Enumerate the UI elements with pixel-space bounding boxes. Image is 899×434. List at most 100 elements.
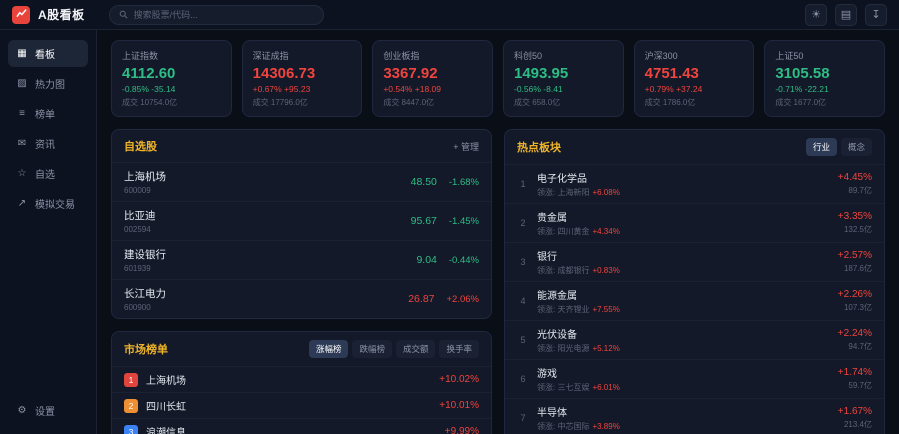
stock-change: +2.06% xyxy=(446,293,480,305)
index-change: +0.79% +37.24 xyxy=(644,84,703,94)
sector-row[interactable]: 2 贵金属 领涨: 四川黄金 +4.34% +3.35% 132.5亿 xyxy=(505,203,884,242)
watchlist-row[interactable]: 上海机场 600009 48.50 -1.68% xyxy=(112,162,491,201)
sector-row[interactable]: 5 光伏设备 领涨: 阳光电源 +5.12% +2.24% 94.7亿 xyxy=(505,320,884,359)
tab-turnover[interactable]: 成交额 xyxy=(395,340,436,358)
sidebar-item-news[interactable]: ✉ 资讯 xyxy=(8,130,88,157)
index-card-csi300[interactable]: 沪深300 4751.43 +0.79% +37.24 成交 1786.0亿 xyxy=(633,40,755,117)
sector-row[interactable]: 7 半导体 领涨: 中芯国际 +3.89% +1.67% 213.4亿 xyxy=(505,398,884,434)
sidebar-item-dashboard[interactable]: ▦ 看板 xyxy=(8,40,88,67)
sidebar-item-label: 设置 xyxy=(35,407,55,418)
sector-row[interactable]: 1 电子化学品 领涨: 上海新阳 +6.08% +4.45% 89.7亿 xyxy=(505,164,884,203)
stock-name: 建设银行 xyxy=(124,249,166,261)
sectors-panel: 热点板块 行业 概念 1 电子化学品 领涨: 上海新阳 +6.08% +4.45%… xyxy=(504,129,885,434)
search-input[interactable] xyxy=(133,9,314,20)
panel-title: 自选股 xyxy=(124,141,157,153)
sidebar-item-rankings[interactable]: ≡ 榜单 xyxy=(8,100,88,127)
watchlist-row[interactable]: 长江电力 600900 26.87 +2.06% xyxy=(112,279,491,318)
toggle-industry[interactable]: 行业 xyxy=(805,138,837,156)
stock-name: 上海机场 xyxy=(146,376,186,387)
sidebar-item-label: 自选 xyxy=(35,170,55,181)
index-name: 创业板指 xyxy=(383,51,420,61)
watchlist-panel: 自选股 + 管理 上海机场 600009 48.50 -1.68% 比亚迪 xyxy=(111,129,492,319)
search-box[interactable] xyxy=(108,4,324,25)
rank-badge: 1 xyxy=(124,372,138,387)
sector-row[interactable]: 4 能源金属 领涨: 天齐锂业 +7.55% +2.26% 107.3亿 xyxy=(505,281,884,320)
sector-leader: 领涨: 成都银行 +0.83% xyxy=(537,266,620,275)
sector-rank: 2 xyxy=(520,218,526,228)
sector-volume: 132.5亿 xyxy=(843,225,872,234)
sectors-header: 热点板块 行业 概念 xyxy=(505,130,884,164)
sector-leader: 领涨: 四川黄金 +4.34% xyxy=(537,227,620,236)
app-title: A股看板 xyxy=(38,8,85,22)
rankings-tabs: 涨幅榜 跌幅榜 成交额 换手率 xyxy=(308,340,479,358)
content-columns: 自选股 + 管理 上海机场 600009 48.50 -1.68% 比亚迪 xyxy=(111,129,885,434)
sector-volume: 89.7亿 xyxy=(848,186,872,195)
index-card-chinext[interactable]: 创业板指 3367.92 +0.54% +18.09 成交 8447.0亿 xyxy=(372,40,493,117)
right-column: 热点板块 行业 概念 1 电子化学品 领涨: 上海新阳 +6.08% +4.45%… xyxy=(504,129,885,434)
sidebar-item-label: 热力图 xyxy=(35,80,65,91)
sector-rank: 7 xyxy=(520,413,526,423)
watchlist-row[interactable]: 建设银行 601939 9.04 -0.44% xyxy=(112,240,491,279)
tab-gainers[interactable]: 涨幅榜 xyxy=(308,340,349,358)
sector-volume: 107.3亿 xyxy=(843,303,872,312)
layout-button[interactable]: ▤ xyxy=(835,3,857,26)
leader-change: +0.83% xyxy=(592,266,620,275)
topbar: A股看板 ☀ ▤ ↧ xyxy=(0,0,899,30)
index-change: +0.67% +95.23 xyxy=(252,84,311,94)
sector-change: +2.57% xyxy=(837,250,872,261)
stock-change: +10.02% xyxy=(439,374,479,385)
star-icon: ☆ xyxy=(17,168,27,179)
theme-toggle-button[interactable]: ☀ xyxy=(805,3,827,26)
tab-turnrate[interactable]: 换手率 xyxy=(439,340,479,358)
sector-row[interactable]: 3 银行 领涨: 成都银行 +0.83% +2.57% 187.6亿 xyxy=(505,242,884,281)
manage-watchlist-button[interactable]: + 管理 xyxy=(453,141,479,152)
ranking-row[interactable]: 1 上海机场 +10.02% xyxy=(112,366,491,392)
heatmap-icon: ▨ xyxy=(17,78,27,89)
rank-badge: 2 xyxy=(124,398,138,413)
sidebar: ▦ 看板 ▨ 热力图 ≡ 榜单 ✉ 资讯 ☆ 自选 ↗ 模拟交易 ⚙ 设置 xyxy=(0,30,97,434)
stock-change: -0.44% xyxy=(448,254,479,266)
sidebar-item-label: 看板 xyxy=(35,50,55,61)
sector-row[interactable]: 6 游戏 领涨: 三七互娱 +6.01% +1.74% 59.7亿 xyxy=(505,359,884,398)
sidebar-item-watchlist[interactable]: ☆ 自选 xyxy=(8,160,88,187)
sector-change: +3.35% xyxy=(837,211,872,222)
sector-change: +1.74% xyxy=(837,367,872,378)
leader-change: +3.89% xyxy=(592,422,620,431)
sector-rank: 6 xyxy=(520,374,526,384)
stock-change: -1.45% xyxy=(448,215,479,227)
sector-volume: 213.4亿 xyxy=(843,420,872,429)
sector-volume: 94.7亿 xyxy=(848,342,872,351)
ranking-row[interactable]: 2 四川长虹 +10.01% xyxy=(112,392,491,418)
sectors-toggles: 行业 概念 xyxy=(805,138,872,156)
sector-name: 半导体 xyxy=(537,408,567,419)
index-card-star50[interactable]: 科创50 1493.95 -0.56% -8.41 成交 658.0亿 xyxy=(502,40,624,117)
index-card-szse[interactable]: 深证成指 14306.73 +0.67% +95.23 成交 17796.0亿 xyxy=(241,40,363,117)
export-button[interactable]: ↧ xyxy=(865,3,887,26)
sidebar-item-sim-trading[interactable]: ↗ 模拟交易 xyxy=(8,190,88,217)
sidebar-item-label: 榜单 xyxy=(35,110,55,121)
index-card-sse[interactable]: 上证指数 4112.60 -0.85% -35.14 成交 10754.0亿 xyxy=(111,40,232,117)
stock-code: 600900 xyxy=(124,303,151,312)
index-value: 4112.60 xyxy=(122,65,176,82)
sector-name: 游戏 xyxy=(537,369,557,380)
sidebar-item-label: 模拟交易 xyxy=(35,200,75,211)
sector-name: 电子化学品 xyxy=(537,174,587,185)
index-name: 深证成指 xyxy=(252,51,289,61)
sidebar-item-settings[interactable]: ⚙ 设置 xyxy=(8,397,88,424)
index-change: -0.56% -8.41 xyxy=(513,84,563,94)
toggle-concept[interactable]: 概念 xyxy=(840,138,872,156)
sun-icon: ☀ xyxy=(811,9,821,21)
sector-name: 银行 xyxy=(537,252,557,263)
sector-name: 光伏设备 xyxy=(537,330,577,341)
stock-code: 600009 xyxy=(124,186,151,195)
sidebar-item-heatmap[interactable]: ▨ 热力图 xyxy=(8,70,88,97)
rankings-header: 市场榜单 涨幅榜 跌幅榜 成交额 换手率 xyxy=(112,332,491,366)
index-card-sse50[interactable]: 上证50 3105.58 -0.71% -22.21 成交 1677.0亿 xyxy=(764,40,885,117)
trend-line-icon xyxy=(15,6,27,24)
stock-name: 上海机场 xyxy=(124,171,166,183)
watchlist-row[interactable]: 比亚迪 002594 95.67 -1.45% xyxy=(112,201,491,240)
tab-losers[interactable]: 跌幅榜 xyxy=(352,340,392,358)
ranking-row[interactable]: 3 浪潮信息 +9.99% xyxy=(112,418,491,434)
index-value: 1493.95 xyxy=(513,65,569,82)
sector-change: +2.26% xyxy=(837,289,872,300)
